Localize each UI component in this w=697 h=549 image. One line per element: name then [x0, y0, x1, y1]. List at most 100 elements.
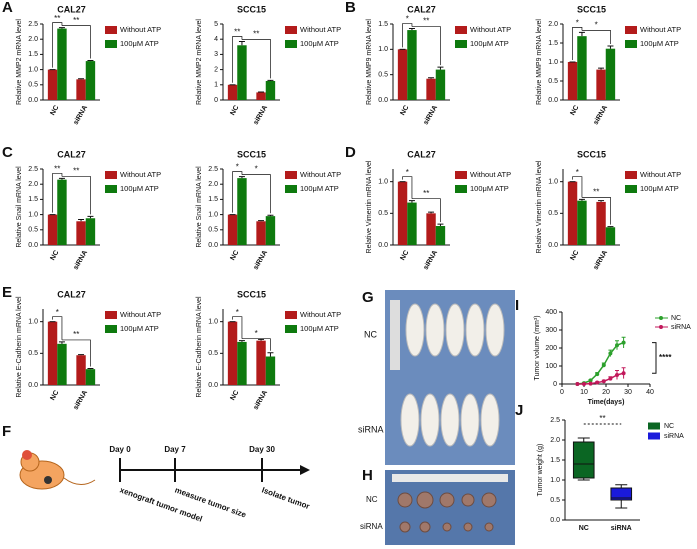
panel-letter: I	[515, 297, 519, 314]
legend-label: Without ATP	[470, 170, 511, 179]
y-axis-label: Relative E-Cadherin mRNA level	[196, 296, 203, 398]
y-tick-label: 3	[214, 51, 218, 58]
sig-label: **	[423, 17, 429, 26]
point	[615, 373, 619, 377]
bar	[227, 214, 238, 245]
sig-label: *	[576, 18, 579, 27]
y-tick-label: 0	[553, 381, 557, 388]
point	[608, 376, 613, 381]
y-tick-label: 0	[214, 97, 218, 104]
legend-marker	[659, 325, 663, 329]
legend-swatch	[625, 40, 637, 48]
x-tick-label: NC	[49, 104, 60, 116]
chart-title: SCC15	[237, 4, 266, 14]
bar	[605, 227, 616, 245]
x-tick-label: NC	[399, 249, 410, 261]
legend-swatch	[285, 325, 297, 333]
error-bar	[578, 198, 585, 201]
y-tick-label: 2.5	[28, 21, 38, 28]
bar	[47, 321, 58, 385]
y-tick-label: 1.5	[208, 196, 218, 203]
error-bar	[258, 220, 265, 222]
y-tick-label: 5	[214, 21, 218, 28]
y-tick-label: 1	[214, 82, 218, 89]
sig-bracket	[402, 23, 413, 48]
sig-bracket	[241, 174, 271, 214]
y-tick-label: 1.0	[548, 179, 558, 186]
panel-letter: A	[2, 0, 13, 16]
y-tick-label: 1.0	[28, 66, 38, 73]
bar	[256, 92, 266, 100]
bar	[237, 178, 247, 245]
sig-label: *	[406, 15, 409, 24]
error-bar	[87, 59, 94, 62]
legend-label: 100μM ATP	[470, 184, 509, 193]
y-tick-label: 0.5	[208, 227, 218, 234]
x-tick-label: siRNA	[423, 104, 440, 126]
legend-swatch	[648, 422, 660, 430]
bar	[605, 48, 616, 100]
error-bar	[267, 214, 274, 217]
bar	[57, 343, 67, 385]
sig-bracket	[61, 339, 91, 367]
legend-label: Without ATP	[300, 25, 341, 34]
y-tick-label: 4	[214, 36, 218, 43]
y-tick-label: 0.0	[208, 382, 218, 389]
error-bar	[428, 211, 435, 214]
bar	[265, 81, 276, 100]
y-tick-label: 2.5	[208, 166, 218, 173]
sig-label: *	[595, 20, 598, 29]
y-tick-label: 2.0	[548, 21, 558, 28]
legend-label: siRNA	[671, 324, 691, 331]
y-tick-label: 300	[545, 327, 557, 334]
error-bar	[428, 77, 435, 79]
bar	[567, 62, 578, 100]
sig-label: ****	[659, 353, 672, 362]
y-axis-label: Relative MMP2 mRNA level	[16, 19, 23, 105]
sig-label: *	[255, 329, 258, 338]
y-tick-label: 0.5	[548, 210, 558, 217]
bar	[227, 84, 238, 100]
error-bar	[78, 78, 85, 80]
point	[575, 382, 580, 386]
y-axis-label: Relative MMP9 mRNA level	[536, 19, 543, 105]
bar	[426, 213, 436, 245]
x-tick-label: siRNA	[73, 249, 90, 271]
legend-swatch	[648, 432, 660, 440]
panel-letter: F	[2, 423, 11, 440]
x-tick-label: NC	[569, 104, 580, 116]
bar	[397, 181, 408, 245]
y-tick-label: 0.0	[28, 382, 38, 389]
bar	[256, 340, 266, 385]
chart-title: SCC15	[237, 149, 266, 159]
sig-label: *	[576, 168, 579, 177]
x-tick-label: siRNA	[73, 389, 90, 411]
panel-letter: E	[2, 284, 12, 301]
y-tick-label: 0.5	[550, 497, 560, 504]
sig-label: **	[253, 30, 259, 39]
legend-swatch	[455, 171, 467, 179]
y-tick-label: 1.5	[28, 196, 38, 203]
y-tick-label: 200	[545, 345, 557, 352]
x-axis-label: Time(days)	[588, 399, 625, 406]
legend-label: 100μM ATP	[640, 39, 679, 48]
error-bar	[598, 200, 605, 202]
point	[601, 379, 606, 384]
y-axis-label: Relative Vimentin mRNA level	[536, 160, 543, 253]
legend-swatch	[285, 26, 297, 34]
bar	[76, 221, 86, 245]
legend-label: Without ATP	[300, 170, 341, 179]
y-tick-label: 1.0	[28, 319, 38, 326]
panel-letter: C	[2, 144, 13, 161]
sig-label: **	[73, 167, 79, 176]
y-axis-label: Relative Vimentin mRNA level	[366, 160, 373, 253]
legend-label: 100μM ATP	[300, 324, 339, 333]
sig-label: **	[73, 16, 79, 25]
legend-label: Without ATP	[640, 25, 681, 34]
step-label: Isolate tumor	[261, 485, 311, 511]
x-tick-label: siRNA	[253, 249, 270, 271]
error-bar	[58, 341, 65, 344]
point	[621, 371, 626, 376]
bar	[256, 221, 266, 245]
error-bar	[78, 354, 85, 356]
